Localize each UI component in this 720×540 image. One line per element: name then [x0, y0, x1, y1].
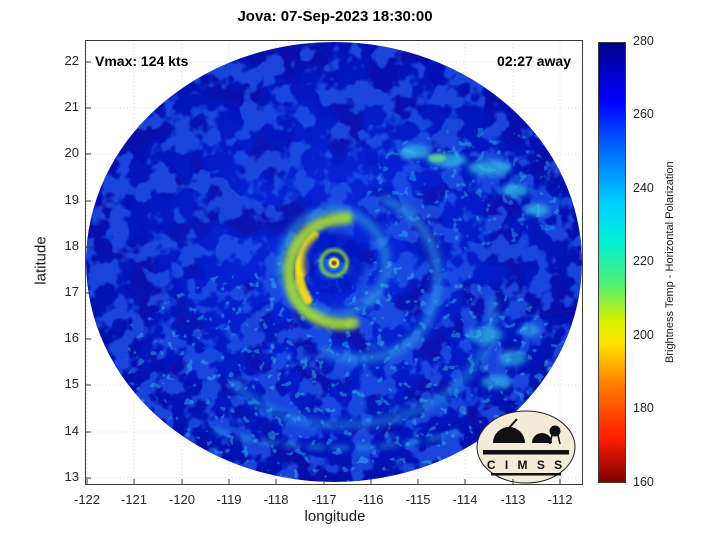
x-tick-label: -119: [216, 492, 242, 507]
rainbands: [212, 195, 498, 451]
y-tick-label: 22: [64, 53, 79, 68]
hurricane-imagery: [86, 42, 582, 482]
x-tick-label: -114: [452, 492, 478, 507]
y-tick-label: 21: [64, 99, 79, 114]
eta-annotation: 02:27 away: [497, 53, 571, 69]
eye-feature: [303, 232, 365, 294]
page-title: Jova: 07-Sep-2023 18:30:00: [237, 8, 433, 25]
x-tick-label: -116: [358, 492, 384, 507]
colorbar-axis-label: Brightness Temp - Horizontal Polarizatio…: [664, 161, 676, 364]
y-tick-label: 17: [64, 284, 79, 299]
x-tick-label: -112: [547, 492, 573, 507]
x-axis-label: longitude: [304, 508, 366, 525]
y-axis-label: latitude: [32, 236, 50, 285]
y-tick-label: 13: [64, 469, 79, 484]
x-tick-label: -113: [500, 492, 526, 507]
cimss-logo-text: C I M S S: [487, 458, 565, 472]
colorbar-tick-label: 200: [633, 328, 654, 342]
vmax-annotation: Vmax: 124 kts: [95, 53, 189, 69]
colorbar-tick-label: 260: [633, 107, 654, 121]
colorbar-tick-label: 160: [633, 475, 654, 489]
y-tick-label: 19: [64, 192, 79, 207]
x-tick-label: -115: [405, 492, 431, 507]
x-tick-label: -121: [120, 492, 148, 507]
cimss-logo: C I M S S: [476, 410, 576, 484]
colorbar-gradient: [598, 42, 626, 483]
axis-box: [85, 40, 583, 485]
y-tick-label: 15: [64, 376, 79, 391]
x-tick-label: -122: [73, 492, 101, 507]
convective-cells-ne: [399, 145, 549, 216]
colorbar-tick-label: 240: [633, 181, 654, 195]
satellite-swath-image: C I M S S: [85, 40, 583, 485]
convective-cells-se: [467, 324, 540, 389]
y-tick-label: 14: [64, 423, 79, 438]
colorbar-tick-label: 280: [633, 34, 654, 48]
colorbar-tick-label: 180: [633, 401, 654, 415]
colorbar-tick-label: 220: [633, 254, 654, 268]
x-tick-label: -117: [311, 492, 337, 507]
x-tick-label: -120: [168, 492, 196, 507]
x-tick-label: -118: [263, 492, 289, 507]
y-tick-label: 16: [64, 330, 79, 345]
y-tick-label: 18: [64, 238, 79, 253]
plot-area: C I M S S Vmax: 124 kts 02:27 away -122 …: [65, 40, 583, 507]
y-tick-label: 20: [64, 145, 79, 160]
